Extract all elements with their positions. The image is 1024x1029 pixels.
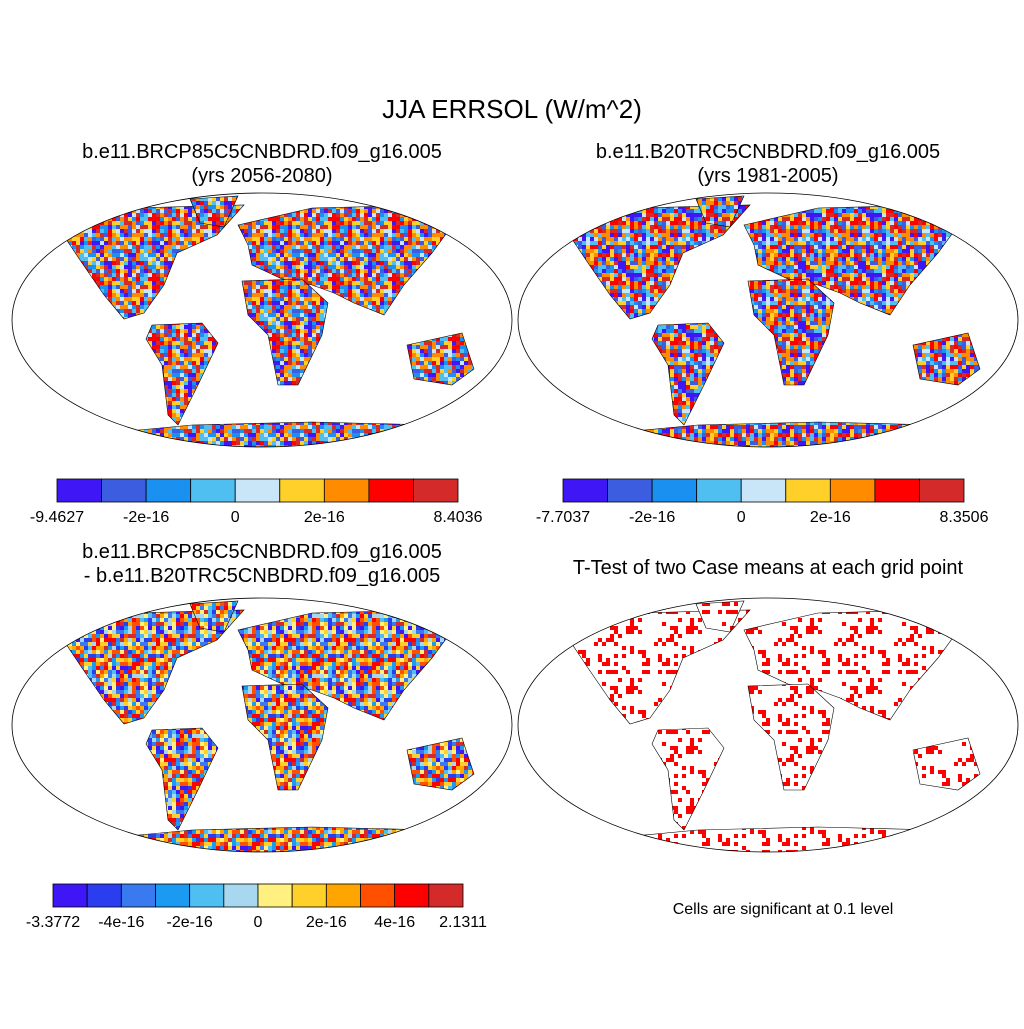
panel-title: (yrs 2056-2080) xyxy=(191,165,332,187)
colorbar-label: 2e-16 xyxy=(306,914,347,931)
landmass xyxy=(145,727,219,831)
colorbar-cell xyxy=(607,478,653,503)
landmass xyxy=(695,600,745,633)
map xyxy=(517,192,1019,448)
map-border xyxy=(517,597,1019,853)
colorbar-cell xyxy=(155,883,191,908)
colorbar-cell xyxy=(413,478,459,503)
colorbar-label: 0 xyxy=(737,509,746,526)
colorbar-label: 4e-16 xyxy=(374,914,415,931)
colorbar-cell xyxy=(785,478,831,503)
colorbar-label: 0 xyxy=(254,914,263,931)
colorbar-cell xyxy=(394,883,430,908)
colorbar-cell xyxy=(257,883,293,908)
landmass xyxy=(406,737,475,791)
landmass xyxy=(695,195,745,228)
map xyxy=(11,192,513,448)
landmass xyxy=(106,421,433,447)
main-title: JJA ERRSOL (W/m^2) xyxy=(382,94,642,124)
landmass xyxy=(747,278,835,386)
landmass xyxy=(189,600,239,633)
landmass xyxy=(651,322,725,426)
colorbar-cell xyxy=(279,478,325,503)
colorbar-cell xyxy=(101,478,147,503)
colorbar-cell xyxy=(829,478,876,503)
note: Cells are significant at 0.1 level xyxy=(673,901,894,918)
landmass xyxy=(241,683,329,791)
panel-title: b.e11.BRCP85C5CNBDRD.f09_g16.005 xyxy=(82,141,442,163)
colorbar-cell xyxy=(86,883,122,908)
colorbar-label: 8.4036 xyxy=(434,509,483,526)
colorbar-label: 2.1311 xyxy=(439,914,487,931)
colorbar-label: -2e-16 xyxy=(167,914,213,931)
colorbar-label: -3.3772 xyxy=(26,914,80,931)
colorbar-cell xyxy=(291,883,327,908)
colorbar-cell xyxy=(145,478,192,503)
colorbar-cell xyxy=(120,883,156,908)
colorbar-cell xyxy=(428,883,464,908)
landmass xyxy=(651,727,725,831)
colorbar-cell xyxy=(325,883,361,908)
map-border xyxy=(11,597,513,853)
colorbar-cell xyxy=(368,478,414,503)
colorbar-label: -7.7037 xyxy=(536,509,590,526)
colorbar-cell xyxy=(919,478,965,503)
panel-title: - b.e11.B20TRC5CNBDRD.f09_g16.005 xyxy=(84,565,440,587)
colorbar-label: -2e-16 xyxy=(629,509,675,526)
colorbar-label: 2e-16 xyxy=(304,509,345,526)
landmass xyxy=(912,332,981,386)
colorbar-cell xyxy=(651,478,698,503)
colorbar-cell xyxy=(740,478,787,503)
colorbar-cell xyxy=(360,883,396,908)
map xyxy=(11,597,513,853)
panel-title: b.e11.BRCP85C5CNBDRD.f09_g16.005 xyxy=(82,541,442,563)
colorbar-cell xyxy=(323,478,370,503)
landmass xyxy=(612,421,939,447)
colorbar-cell xyxy=(52,883,88,908)
landmass xyxy=(106,826,433,852)
colorbar-label: -4e-16 xyxy=(98,914,144,931)
colorbar-cell xyxy=(562,478,608,503)
colorbar-label: -2e-16 xyxy=(123,509,169,526)
colorbar-cell xyxy=(223,883,259,908)
landmass xyxy=(189,195,239,228)
landmass xyxy=(145,322,219,426)
map-border xyxy=(517,192,1019,448)
landmass xyxy=(612,826,939,852)
colorbar-cell xyxy=(234,478,281,503)
colorbar-cell xyxy=(189,883,225,908)
panel-title: T-Test of two Case means at each grid po… xyxy=(573,557,964,579)
colorbar-cell xyxy=(190,478,236,503)
colorbar-label: 0 xyxy=(231,509,240,526)
colorbar-label: 2e-16 xyxy=(810,509,851,526)
panel-title: b.e11.B20TRC5CNBDRD.f09_g16.005 xyxy=(596,141,940,163)
colorbar-label: 8.3506 xyxy=(940,509,989,526)
landmass xyxy=(241,278,329,386)
landmass xyxy=(406,332,475,386)
landmass xyxy=(747,683,835,791)
landmass xyxy=(912,737,981,791)
map xyxy=(517,597,1019,853)
panel-title: (yrs 1981-2005) xyxy=(697,165,838,187)
colorbar-label: -9.4627 xyxy=(30,509,84,526)
colorbar-cell xyxy=(874,478,920,503)
colorbar-cell xyxy=(696,478,742,503)
colorbar-cell xyxy=(56,478,102,503)
map-border xyxy=(11,192,513,448)
